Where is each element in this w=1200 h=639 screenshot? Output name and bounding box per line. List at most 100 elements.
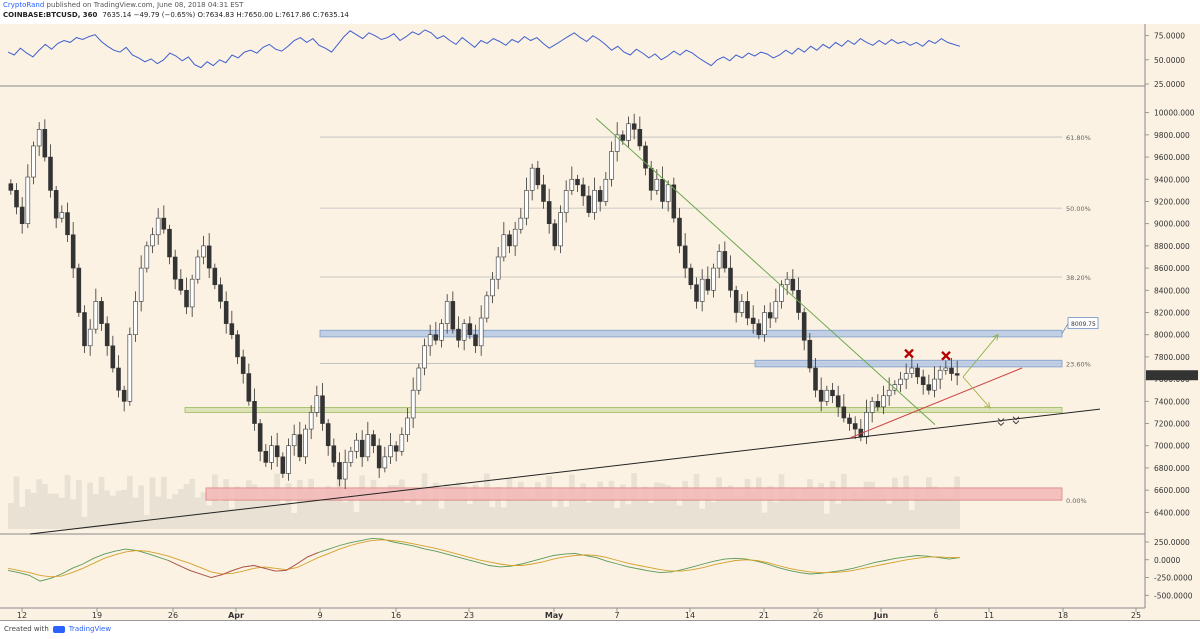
volume-bar — [892, 477, 898, 529]
candle-body — [59, 212, 65, 219]
volume-bar — [614, 508, 620, 529]
axis-tick-label: 7000.000 — [1154, 442, 1190, 451]
candle-body — [178, 278, 184, 291]
oscillator-negative-segment — [168, 552, 319, 578]
candle-body — [518, 217, 524, 230]
candle-body — [257, 423, 263, 452]
price-axis[interactable]: 75.0000 50.0000 25.0000 10000.000 9800.000 96… — [1145, 32, 1198, 601]
candle-body — [184, 289, 189, 308]
volume-bar — [155, 496, 161, 529]
current-price-tag — [1146, 370, 1198, 381]
trend-drawings — [29, 117, 1101, 535]
volume-bar — [455, 482, 462, 529]
candle-body — [762, 312, 767, 336]
volume-bar — [863, 481, 870, 529]
axis-tick-label: 25.0000 — [1154, 80, 1185, 89]
volume-bar — [586, 502, 592, 529]
volume-bar — [348, 488, 354, 529]
zone-resistance-7740 — [754, 359, 1063, 368]
volume-bar — [552, 507, 558, 529]
volume-bar — [416, 504, 422, 529]
volume-bar — [790, 487, 796, 529]
candle-body — [597, 190, 603, 202]
candle-body — [484, 295, 490, 319]
axis-tick-label: 10000.000 — [1154, 109, 1195, 118]
fib-level-label: 50.00% — [1066, 205, 1091, 213]
candle-body — [399, 434, 405, 452]
candle-body — [932, 378, 937, 391]
volume-bar — [943, 496, 949, 529]
volume-bar — [331, 490, 337, 529]
candle-body — [320, 395, 325, 424]
fib-level-label: 23.60% — [1066, 361, 1091, 369]
volume-histogram — [8, 473, 960, 529]
candle-body — [875, 401, 881, 408]
arrow-head — [992, 333, 999, 341]
axis-tick-label: 75.0000 — [1154, 32, 1185, 41]
candle-body — [920, 376, 926, 385]
volume-bar — [926, 477, 932, 529]
volume-bar — [121, 489, 127, 529]
candle-body — [648, 167, 654, 191]
candle-body — [150, 234, 155, 247]
volume-bar — [767, 485, 773, 529]
time-tick-label: 7 — [614, 611, 619, 620]
axis-tick-label: 0.0000 — [1154, 556, 1180, 565]
volume-bar — [81, 516, 88, 529]
candle-body — [490, 278, 495, 297]
price-flag-connector — [1061, 323, 1069, 334]
volume-bar — [880, 490, 887, 529]
candle-body — [694, 284, 699, 302]
volume-bar — [64, 474, 71, 529]
candle-body — [915, 367, 920, 378]
candle-body — [903, 373, 909, 380]
footer: Created with TradingView — [0, 620, 1200, 639]
time-axis[interactable]: 12 19 26 Apr 9 16 23 May 7 14 21 26 Jun 6 11 18 25 — [17, 608, 1141, 620]
candle-body — [286, 445, 291, 474]
volume-bar — [693, 474, 700, 529]
candle-body — [677, 217, 682, 247]
volume-bar — [523, 493, 530, 529]
volume-bar — [234, 486, 241, 529]
volume-bar — [886, 503, 892, 529]
candle-body — [773, 301, 779, 319]
volume-bar — [909, 510, 915, 529]
candle-body — [354, 439, 359, 452]
chart-canvas[interactable]: 61.80%50.00%38.20%23.60%0.00% 8009.75 75… — [0, 24, 1200, 620]
volume-bar — [699, 508, 705, 529]
tradingview-logo-icon — [52, 625, 65, 633]
candle-body — [784, 278, 790, 286]
candle-body — [818, 389, 824, 402]
volume-bar — [19, 506, 25, 529]
volume-bar — [251, 484, 258, 529]
candle-body — [892, 384, 898, 391]
candle-body — [240, 356, 246, 374]
candle-body — [898, 378, 903, 385]
volume-bar — [914, 488, 921, 529]
x-marker-icon — [904, 348, 914, 359]
volume-bar — [807, 479, 813, 529]
volume-bar — [795, 499, 802, 529]
axis-tick-label: 9200.000 — [1154, 197, 1190, 206]
volume-bar — [676, 505, 683, 529]
tradingview-brand[interactable]: TradingView — [68, 625, 112, 633]
volume-bar — [784, 493, 790, 529]
volume-bar — [30, 492, 37, 529]
volume-bar — [47, 493, 54, 529]
volume-bar — [263, 488, 269, 529]
volume-bar — [178, 489, 184, 529]
candle-body — [841, 406, 847, 419]
price-zones: 8009.75 — [184, 317, 1099, 501]
volume-bar — [688, 497, 694, 529]
oscillator-panel — [7, 537, 961, 582]
volume-bar — [846, 500, 853, 529]
volume-bar — [778, 474, 785, 529]
candlesticks — [8, 113, 960, 490]
candle-body — [444, 301, 450, 324]
candle-body — [155, 217, 161, 236]
oscillator-line — [7, 539, 960, 578]
axis-tick-label: 6800.000 — [1154, 464, 1190, 473]
volume-bar — [195, 497, 201, 529]
volume-bar — [36, 479, 42, 529]
author-name[interactable]: CryptoRand — [3, 1, 45, 9]
